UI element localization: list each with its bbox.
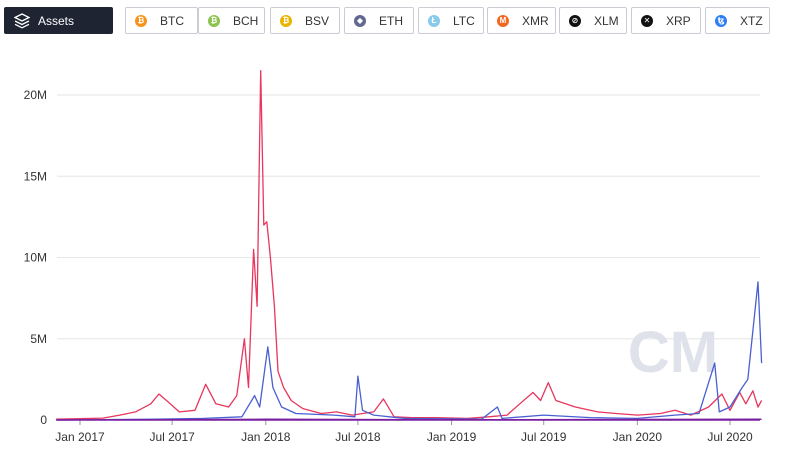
series-line-0 [56, 69, 763, 420]
bitcoin-sv-icon: ₿ [280, 14, 292, 27]
asset-chip-label: BSV [305, 13, 330, 28]
series-line-1 [56, 281, 763, 421]
x-tick-label: Jul 2017 [149, 430, 195, 444]
asset-chip-label: XTZ [740, 13, 763, 28]
asset-chip-label: XLM [594, 13, 619, 28]
line-chart: 0 5M 10M 15M 20M Jan 2017 Jul 2017 Jan 2018 Jul … [24, 69, 763, 444]
y-tick-label: 20M [24, 88, 47, 102]
asset-chip-label: XMR [522, 13, 549, 28]
asset-chip-label: LTC [453, 13, 475, 28]
asset-chip-xmr[interactable]: M XMR [487, 7, 556, 34]
x-tick-label: Jan 2019 [427, 430, 477, 444]
layers-icon [14, 12, 30, 29]
monero-icon: M [497, 14, 509, 27]
asset-chip-label: BTC [160, 13, 184, 28]
x-tick-label: Jan 2018 [241, 430, 291, 444]
asset-chip-xrp[interactable]: ✕ XRP [631, 7, 701, 34]
bitcoin-icon: ₿ [135, 14, 147, 27]
chart-area: 0 5M 10M 15M 20M Jan 2017 Jul 2017 Jan 2018 Jul … [0, 40, 800, 450]
x-tick-label: Jul 2019 [521, 430, 567, 444]
x-tick-label: Jan 2020 [613, 430, 663, 444]
litecoin-icon: Ł [428, 14, 440, 27]
watermark-logo: CM [628, 320, 718, 385]
asset-chip-bsv[interactable]: ₿ BSV [270, 7, 340, 34]
asset-chip-label: XRP [666, 13, 691, 28]
assets-menu-label: Assets [38, 13, 75, 28]
asset-chip-label: ETH [379, 13, 403, 28]
y-tick-label: 15M [24, 169, 47, 183]
asset-chip-label: BCH [233, 13, 259, 28]
assets-menu-button[interactable]: Assets [4, 7, 113, 34]
x-tick-label: Jul 2020 [707, 430, 753, 444]
tezos-icon: ꜩ [715, 14, 727, 27]
asset-chip-ltc[interactable]: Ł LTC [418, 7, 484, 34]
asset-chip-bch[interactable]: ₿ BCH [198, 7, 265, 34]
x-tick-label: Jul 2018 [335, 430, 381, 444]
x-tick-label: Jan 2017 [55, 430, 105, 444]
asset-chip-xlm[interactable]: ⊘ XLM [559, 7, 627, 34]
y-tick-label: 5M [30, 332, 47, 346]
asset-chip-eth[interactable]: ◆ ETH [344, 7, 414, 34]
bitcoin-cash-icon: ₿ [208, 14, 220, 27]
asset-toolbar: Assets ₿ BTC ₿ BCH ₿ BSV ◆ ETH Ł LTC M XMR ⊘ XLM ✕ XRP ꜩ… [0, 0, 800, 40]
stellar-icon: ⊘ [569, 14, 581, 27]
asset-chip-xtz[interactable]: ꜩ XTZ [705, 7, 770, 34]
y-tick-label: 10M [24, 251, 47, 265]
ripple-icon: ✕ [641, 14, 653, 27]
ethereum-icon: ◆ [354, 14, 366, 27]
y-tick-label: 0 [40, 413, 47, 427]
asset-chip-btc[interactable]: ₿ BTC [125, 7, 198, 34]
